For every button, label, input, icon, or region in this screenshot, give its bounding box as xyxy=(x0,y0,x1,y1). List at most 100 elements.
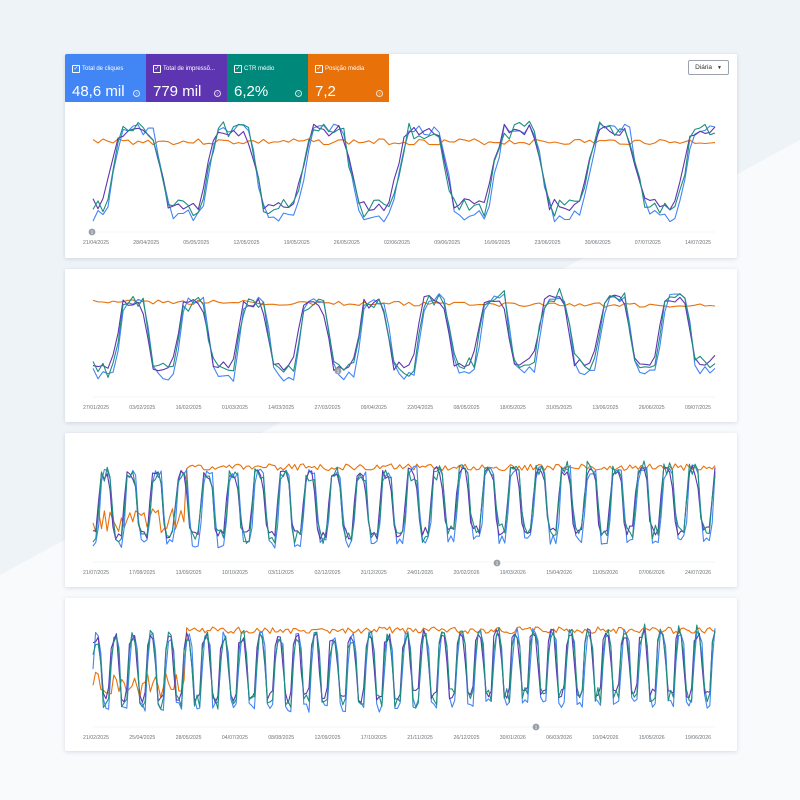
metric-cards: ✓ Total de cliques 48,6 mil ? ✓ Total de i… xyxy=(65,54,389,102)
x-tick-label: 04/07/2025 xyxy=(222,735,248,741)
metric-label: Total de cliques xyxy=(82,65,124,72)
x-tick-label: 19/05/2025 xyxy=(284,240,310,246)
x-tick-label: 03/11/2025 xyxy=(268,570,294,576)
granularity-dropdown[interactable]: Diária ▼ xyxy=(688,60,729,75)
checkbox-icon[interactable]: ✓ xyxy=(153,64,161,73)
checkbox-icon[interactable]: ✓ xyxy=(315,64,323,73)
series-line-orange xyxy=(92,463,716,534)
help-icon[interactable]: ? xyxy=(133,90,140,97)
annotation-marker[interactable]: 1 xyxy=(334,367,342,375)
svg-text:1: 1 xyxy=(535,725,538,730)
help-icon[interactable]: ? xyxy=(376,90,383,97)
x-tick-label: 19/03/2026 xyxy=(500,570,526,576)
x-tick-label: 21/04/2025 xyxy=(83,240,109,246)
x-tick-label: 30/06/2025 xyxy=(585,240,611,246)
series-line-purple xyxy=(92,123,716,212)
series-line-blue xyxy=(92,464,716,549)
x-tick-label: 26/05/2025 xyxy=(334,240,360,246)
x-tick-label: 05/05/2025 xyxy=(183,240,209,246)
chart-4: 21/02/2025 25/04/2025 28/05/2025 04/07/2025… xyxy=(83,623,716,741)
metric-card-position[interactable]: ✓ Posição média 7,2 ? xyxy=(308,54,389,102)
x-tick-label: 13/09/2025 xyxy=(176,570,202,576)
x-tick-label: 17/08/2025 xyxy=(129,570,155,576)
x-tick-label: 26/06/2025 xyxy=(639,405,665,411)
x-tick-label: 09/06/2025 xyxy=(434,240,460,246)
x-tick-label: 07/07/2025 xyxy=(635,240,661,246)
annotation-marker[interactable]: 1 xyxy=(532,723,540,731)
x-tick-label: 30/01/2026 xyxy=(500,735,526,741)
x-tick-label: 25/04/2025 xyxy=(129,735,155,741)
x-tick-label: 11/05/2026 xyxy=(592,570,618,576)
x-tick-label: 19/06/2026 xyxy=(685,735,711,741)
x-tick-label: 15/05/2026 xyxy=(639,735,665,741)
x-tick-label: 01/03/2025 xyxy=(222,405,248,411)
x-tick-label: 03/02/2025 xyxy=(129,405,155,411)
metric-value: 779 mil xyxy=(153,83,202,100)
x-tick-label: 10/04/2026 xyxy=(592,735,618,741)
x-tick-label: 20/02/2026 xyxy=(454,570,480,576)
x-tick-label: 18/05/2025 xyxy=(500,405,526,411)
chart-panel-3: 21/07/2025 17/08/2025 13/09/2025 10/10/2025… xyxy=(65,433,737,587)
x-tick-label: 12/09/2025 xyxy=(315,735,341,741)
metric-value: 6,2% xyxy=(234,83,269,100)
series-line-orange xyxy=(92,299,716,308)
x-tick-label: 21/07/2025 xyxy=(83,570,109,576)
chart-3: 21/07/2025 17/08/2025 13/09/2025 10/10/2025… xyxy=(83,460,716,576)
metric-value: 7,2 xyxy=(315,83,336,100)
chart-panel-1: ✓ Total de cliques 48,6 mil ? ✓ Total de i… xyxy=(65,54,737,258)
x-tick-label: 22/04/2025 xyxy=(407,405,433,411)
x-tick-label: 31/05/2025 xyxy=(546,405,572,411)
x-tick-label: 31/12/2025 xyxy=(361,570,387,576)
x-tick-label: 16/02/2025 xyxy=(176,405,202,411)
x-tick-label: 09/04/2025 xyxy=(361,405,387,411)
x-tick-label: 27/03/2025 xyxy=(315,405,341,411)
x-tick-label: 15/04/2026 xyxy=(546,570,572,576)
chart-panel-4: 21/02/2025 25/04/2025 28/05/2025 04/07/2025… xyxy=(65,598,737,751)
metric-card-clicks[interactable]: ✓ Total de cliques 48,6 mil ? xyxy=(65,54,146,102)
annotation-marker[interactable]: 1 xyxy=(88,228,96,236)
x-tick-label: 02/12/2025 xyxy=(315,570,341,576)
svg-text:1: 1 xyxy=(91,230,94,235)
help-icon[interactable]: ? xyxy=(214,90,221,97)
dropdown-label: Diária xyxy=(695,64,713,71)
x-tick-label: 08/08/2025 xyxy=(268,735,294,741)
chart-1: 21/04/2025 28/04/2025 05/05/2025 12/05/2025… xyxy=(83,120,716,246)
x-tick-label: 23/06/2025 xyxy=(535,240,561,246)
metric-label: Total de impressõ... xyxy=(163,65,216,72)
x-tick-label: 06/03/2026 xyxy=(546,735,572,741)
series-line-orange xyxy=(92,626,716,698)
series-line-teal xyxy=(92,287,716,378)
metric-card-ctr[interactable]: ✓ CTR médio 6,2% ? xyxy=(227,54,308,102)
svg-text:1: 1 xyxy=(496,561,499,566)
chart-panel-2: 27/01/2025 03/02/2025 16/02/2025 01/03/2025… xyxy=(65,269,737,422)
metric-label: Posição média xyxy=(325,65,365,72)
checkbox-icon[interactable]: ✓ xyxy=(72,64,80,73)
metric-label: CTR médio xyxy=(244,65,275,72)
x-tick-label: 27/01/2025 xyxy=(83,405,109,411)
series-line-teal xyxy=(92,460,716,545)
annotation-marker[interactable]: 1 xyxy=(493,559,501,567)
series-line-orange xyxy=(92,138,716,146)
x-tick-label: 16/06/2025 xyxy=(484,240,510,246)
series-line-teal xyxy=(92,623,716,710)
metric-value: 48,6 mil xyxy=(72,83,125,100)
chart-2: 27/01/2025 03/02/2025 16/02/2025 01/03/2025… xyxy=(83,287,716,411)
x-tick-label: 21/11/2025 xyxy=(407,735,433,741)
x-tick-label: 10/10/2025 xyxy=(222,570,248,576)
series-line-purple xyxy=(92,294,716,372)
svg-text:1: 1 xyxy=(337,369,340,374)
x-tick-label: 12/05/2025 xyxy=(234,240,260,246)
x-tick-label: 21/02/2025 xyxy=(83,735,109,741)
x-tick-label: 07/06/2026 xyxy=(639,570,665,576)
help-icon[interactable]: ? xyxy=(295,90,302,97)
series-line-teal xyxy=(92,120,716,218)
x-tick-label: 08/05/2025 xyxy=(454,405,480,411)
x-tick-label: 14/07/2025 xyxy=(685,240,711,246)
metric-card-impressions[interactable]: ✓ Total de impressõ... 779 mil ? xyxy=(146,54,227,102)
x-tick-label: 24/07/2026 xyxy=(685,570,711,576)
chevron-down-icon: ▼ xyxy=(717,65,722,71)
x-tick-label: 17/10/2025 xyxy=(361,735,387,741)
x-tick-label: 13/06/2025 xyxy=(592,405,618,411)
checkbox-icon[interactable]: ✓ xyxy=(234,64,242,73)
x-tick-label: 28/04/2025 xyxy=(133,240,159,246)
